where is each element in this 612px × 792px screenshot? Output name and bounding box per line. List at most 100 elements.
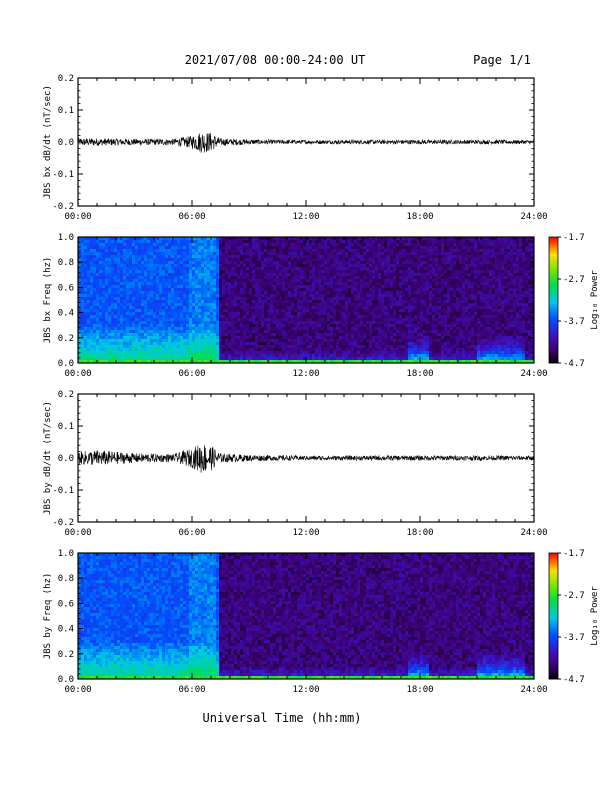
heatmap-cell [123,246,127,250]
heatmap-cell [96,276,100,280]
heatmap-cell [141,327,145,331]
heatmap-cell [402,240,406,244]
heatmap-cell [234,243,238,247]
heatmap-cell [225,237,229,241]
heatmap-cell [348,348,352,352]
heatmap-cell [165,315,169,319]
heatmap-cell [183,345,187,349]
heatmap-cell [351,264,355,268]
heatmap-cell [309,252,313,256]
heatmap-cell [126,324,130,328]
heatmap-cell [246,282,250,286]
heatmap-cell [411,321,415,325]
heatmap-cell [261,246,265,250]
heatmap-cell [390,258,394,262]
heatmap-cell [180,345,184,349]
heatmap-cell [252,303,256,307]
heatmap-cell [234,279,238,283]
heatmap-cell [243,315,247,319]
heatmap-cell [420,330,424,334]
heatmap-cell [306,300,310,304]
heatmap-cell [414,300,418,304]
heatmap-cell [168,318,172,322]
heatmap-cell [183,273,187,277]
heatmap-cell [201,330,205,334]
heatmap-cell [129,309,133,313]
heatmap-cell [102,282,106,286]
heatmap-cell [84,240,88,244]
heatmap-cell [351,261,355,265]
heatmap-cell [96,309,100,313]
heatmap-cell [96,297,100,301]
heatmap-cell [297,282,301,286]
heatmap-cell [246,243,250,247]
heatmap-cell [408,255,412,259]
heatmap-cell [303,336,307,340]
heatmap-cell [219,285,223,289]
heatmap-cell [126,297,130,301]
heatmap-cell [105,270,109,274]
heatmap-cell [387,309,391,313]
heatmap-cell [219,354,223,358]
heatmap-cell [81,291,85,295]
heatmap-cell [204,327,208,331]
heatmap-cell [360,324,364,328]
heatmap-cell [87,351,91,355]
heatmap-cell [351,303,355,307]
heatmap-cell [345,321,349,325]
heatmap-cell [267,261,271,265]
heatmap-cell [279,276,283,280]
heatmap-cell [405,288,409,292]
heatmap-cell [390,348,394,352]
heatmap-cell [330,324,334,328]
heatmap-cell [93,264,97,268]
heatmap-cell [288,312,292,316]
heatmap-cell [315,315,319,319]
heatmap-cell [111,318,115,322]
heatmap-cell [348,360,352,364]
heatmap-cell [300,324,304,328]
heatmap-cell [108,267,112,271]
heatmap-cell [192,357,196,361]
heatmap-cell [288,249,292,253]
heatmap-cell [291,282,295,286]
heatmap-cell [333,300,337,304]
heatmap-cell [402,270,406,274]
heatmap-cell [303,237,307,241]
heatmap-cell [363,357,367,361]
heatmap-cell [408,342,412,346]
heatmap-cell [288,273,292,277]
heatmap-cell [300,357,304,361]
heatmap-cell [312,258,316,262]
heatmap-cell [135,246,139,250]
heatmap-cell [219,342,223,346]
heatmap-cell [105,258,109,262]
heatmap-cell [393,300,397,304]
heatmap-cell [327,240,331,244]
heatmap-cell [78,243,82,247]
heatmap-cell [204,336,208,340]
heatmap-cell [327,339,331,343]
heatmap-cell [114,288,118,292]
heatmap-cell [93,267,97,271]
heatmap-cell [423,327,427,331]
heatmap-cell [339,324,343,328]
heatmap-cell [366,330,370,334]
heatmap-cell [375,306,379,310]
heatmap-cell [141,360,145,364]
heatmap-cell [264,264,268,268]
heatmap-cell [423,270,427,274]
heatmap-cell [123,297,127,301]
heatmap-cell [327,294,331,298]
heatmap-cell [123,330,127,334]
heatmap-cell [96,294,100,298]
heatmap-cell [330,348,334,352]
heatmap-cell [90,237,94,241]
heatmap-cell [354,345,358,349]
heatmap-cell [84,339,88,343]
heatmap-cell [381,264,385,268]
heatmap-cell [354,318,358,322]
heatmap-cell [222,243,226,247]
heatmap-cell [132,333,136,337]
heatmap-cell [411,291,415,295]
